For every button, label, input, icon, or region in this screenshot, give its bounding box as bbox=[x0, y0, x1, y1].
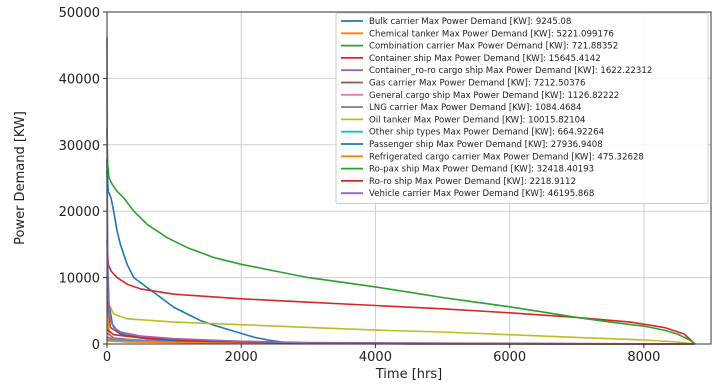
y-tick-label: 40000 bbox=[59, 72, 100, 87]
x-tick-label: 0 bbox=[103, 350, 111, 365]
y-tick-label: 20000 bbox=[59, 205, 100, 220]
x-axis-label: Time [hrs] bbox=[375, 367, 442, 382]
plot-frame bbox=[106, 11, 712, 345]
x-tick-label: 4000 bbox=[359, 350, 392, 365]
legend-entry: Other ship types Max Power Demand [KW]: … bbox=[369, 128, 604, 138]
series-line-9 bbox=[106, 277, 695, 345]
legend-entry: LNG carrier Max Power Demand [KW]: 1084.… bbox=[369, 103, 581, 113]
legend-entry: Container_ro-ro cargo ship Max Power Dem… bbox=[369, 66, 652, 76]
legend-entry: Bulk carrier Max Power Demand [KW]: 9245… bbox=[369, 17, 571, 27]
legend-entry: Combination carrier Max Power Demand [KW… bbox=[369, 42, 618, 52]
x-tick-label: 6000 bbox=[493, 350, 526, 365]
y-axis-label: Power Demand [KW] bbox=[13, 111, 28, 245]
series-line-1 bbox=[106, 171, 695, 345]
legend-entry: General cargo ship Max Power Demand [KW]… bbox=[369, 91, 619, 101]
legend-entry: Ro-ro ship Max Power Demand [KW]: 2218.9… bbox=[369, 177, 576, 187]
y-tick-label: 30000 bbox=[59, 139, 100, 154]
legend-entry: Passenger ship Max Power Demand [KW]: 27… bbox=[369, 140, 603, 150]
legend-entry: Refrigerated cargo carrier Max Power Dem… bbox=[369, 152, 644, 162]
legend-box bbox=[335, 12, 709, 204]
series-line-15 bbox=[106, 37, 695, 345]
series-line-13 bbox=[106, 128, 696, 345]
x-tick-label: 2000 bbox=[225, 350, 258, 365]
legend-entry: Oil tanker Max Power Demand [KW]: 10015.… bbox=[369, 115, 586, 125]
y-tick-label: 50000 bbox=[59, 6, 100, 21]
legend-entry: Vehicle carrier Max Power Demand [KW]: 4… bbox=[369, 189, 594, 199]
legend-entry: Chemical tanker Max Power Demand [KW]: 5… bbox=[369, 29, 614, 39]
legend-entry: Ro-pax ship Max Power Demand [KW]: 32418… bbox=[369, 165, 594, 175]
axis-ticks: 0 2000 4000 6000 8000 0 10000 20000 30000 40000 50… bbox=[59, 6, 661, 365]
y-tick-label: 0 bbox=[92, 338, 100, 353]
legend-entry: Gas carrier Max Power Demand [KW]: 7212.… bbox=[369, 79, 585, 89]
x-tick-label: 8000 bbox=[627, 350, 660, 365]
legend: Bulk carrier Max Power Demand [KW]: 9245… bbox=[335, 12, 709, 204]
legend-entry: Container ship Max Power Demand [KW]: 15… bbox=[369, 54, 601, 64]
series-line-4 bbox=[106, 240, 696, 345]
y-tick-label: 10000 bbox=[59, 272, 100, 287]
